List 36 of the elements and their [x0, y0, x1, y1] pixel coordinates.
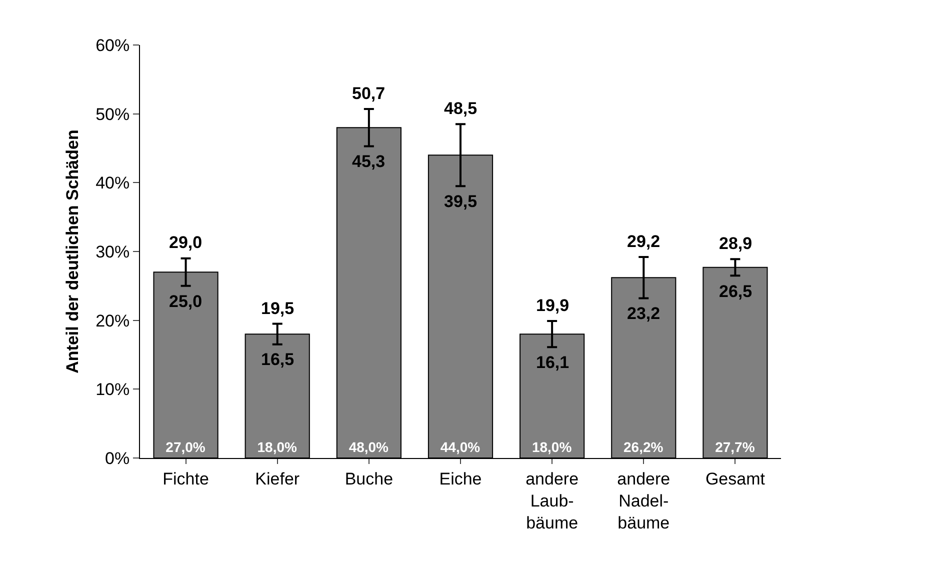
y-tick-label: 40% — [96, 174, 130, 193]
data-label: 44,0% — [440, 439, 481, 455]
y-tick-label: 60% — [96, 36, 130, 55]
x-tick-label: Fichte — [162, 469, 209, 488]
annotation: 19,9 — [536, 296, 570, 315]
x-tick-label: andere Nadel- bäume — [617, 469, 670, 533]
data-label: 27,7% — [715, 439, 756, 455]
annotation: 28,9 — [719, 234, 752, 253]
annotation: 23,2 — [627, 304, 660, 323]
annotation: 16,1 — [536, 353, 570, 372]
annotation: 50,7 — [352, 84, 386, 103]
y-tick-label: 20% — [96, 311, 130, 330]
annotation: 29,0 — [169, 233, 202, 252]
data-label: 26,2% — [624, 439, 664, 455]
annotation: 39,5 — [444, 192, 478, 211]
data-label: 48,0% — [348, 439, 390, 455]
annotation: 48,5 — [444, 99, 478, 118]
y-tick-label: 0% — [105, 448, 130, 468]
annotation: 16,5 — [261, 350, 294, 369]
y-tick-label: 50% — [96, 104, 130, 124]
data-label: 18,0% — [257, 439, 298, 455]
annotation: 45,3 — [352, 152, 386, 171]
annotation: 19,5 — [261, 299, 294, 318]
annotation: 29,2 — [627, 232, 660, 251]
annotation: 26,5 — [719, 282, 752, 301]
y-axis-title: Anteil der deutlichen Schäden — [63, 130, 82, 374]
x-tick-label: andere Laub- bäume — [526, 469, 579, 533]
data-label: 27,0% — [166, 439, 206, 455]
data-label: 18,0% — [532, 439, 572, 455]
annotation: 25,0 — [169, 292, 202, 311]
x-tick-label: Buche — [344, 469, 394, 488]
x-tick-label: Gesamt — [705, 469, 766, 488]
x-tick-label: Eiche — [439, 469, 482, 488]
x-tick-label: Kiefer — [255, 469, 300, 488]
y-tick-label: 10% — [96, 380, 130, 400]
y-tick-label: 30% — [96, 242, 130, 262]
